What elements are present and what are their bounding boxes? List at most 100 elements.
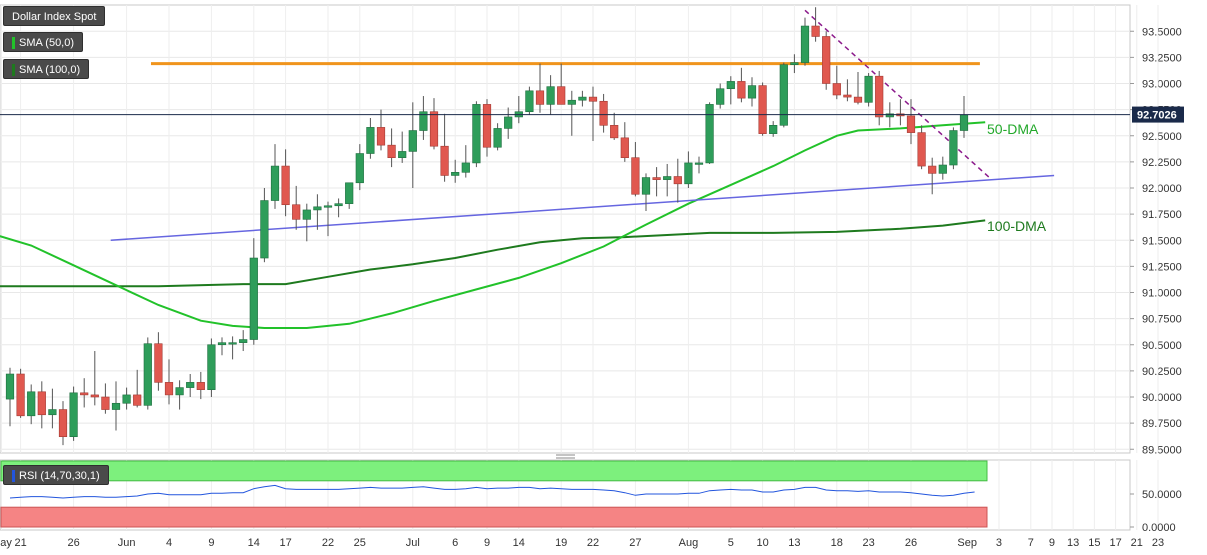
candle-body xyxy=(143,343,152,406)
current-price-tag xyxy=(1132,106,1184,123)
candle-body xyxy=(281,165,290,206)
candle-body xyxy=(790,62,799,65)
x-tick-label: 14 xyxy=(513,537,525,549)
rsi-line xyxy=(9,484,975,499)
candle-body xyxy=(694,162,704,165)
x-tick-label: 19 xyxy=(555,537,567,549)
x-tick-label: 13 xyxy=(1067,537,1079,549)
x-tick-label: 9 xyxy=(484,537,490,549)
candle-body xyxy=(652,177,661,180)
y-tick-label: 92.0000 xyxy=(1142,183,1182,195)
rsi-y-tick-label: 0.0000 xyxy=(1142,522,1176,534)
x-tick-label: 4 xyxy=(166,537,172,549)
legend-sma100[interactable]: SMA (100,0) xyxy=(3,59,90,79)
sma50-line xyxy=(0,121,986,329)
candle-body xyxy=(398,151,407,158)
candle-body xyxy=(663,176,672,180)
candle-body xyxy=(27,391,36,417)
candle-body xyxy=(440,145,449,176)
y-tick-label: 93.2500 xyxy=(1142,52,1182,64)
candle-body xyxy=(292,204,301,220)
candle-body xyxy=(302,209,311,220)
x-tick-label: 10 xyxy=(756,537,768,549)
candle-body xyxy=(917,132,926,167)
candle-body xyxy=(101,396,110,410)
x-tick-label: 5 xyxy=(728,537,734,549)
candle-body xyxy=(355,153,364,184)
candle-body xyxy=(376,127,386,146)
y-tick-label: 92.5000 xyxy=(1142,131,1182,143)
x-tick-label: May xyxy=(0,537,12,549)
rsi-label: RSI (14,70,30,1) xyxy=(19,470,100,482)
candle-body xyxy=(154,343,163,383)
x-tick-label: 17 xyxy=(279,537,291,549)
candle-body xyxy=(832,83,841,96)
x-tick-label: 27 xyxy=(629,537,641,549)
candle-body xyxy=(90,394,99,398)
candle-body xyxy=(535,90,545,105)
candle-body xyxy=(313,206,322,211)
x-tick-label: 22 xyxy=(587,537,599,549)
candle-body xyxy=(705,104,714,164)
x-tick-label: 25 xyxy=(354,537,366,549)
x-tick-label: 23 xyxy=(862,537,874,549)
candle-body xyxy=(122,394,131,404)
candle-body xyxy=(419,111,428,131)
candle-body xyxy=(37,391,46,416)
candle-body xyxy=(270,165,280,201)
rsi-label-box[interactable]: RSI (14,70,30,1) xyxy=(3,465,109,485)
candle-body xyxy=(779,64,788,126)
x-tick-label: 18 xyxy=(831,537,843,549)
candle-body xyxy=(525,90,534,113)
candle-body xyxy=(769,125,778,134)
x-tick-label: 21 xyxy=(14,537,26,549)
candle-body xyxy=(482,104,492,148)
rsi-oversold-zone xyxy=(0,506,988,528)
candle-body xyxy=(546,86,555,105)
candle-body xyxy=(906,115,916,133)
candle-body xyxy=(133,394,142,406)
candle-body xyxy=(800,25,810,63)
candle-body xyxy=(366,127,375,154)
x-tick-label: 6 xyxy=(452,537,458,549)
candle-body xyxy=(726,81,735,90)
y-tick-label: 92.2500 xyxy=(1142,157,1182,169)
candle-body xyxy=(5,373,15,400)
candle-body xyxy=(631,157,640,195)
candle-body xyxy=(567,99,576,105)
legend-sma100-swatch xyxy=(12,64,15,77)
candle-body xyxy=(843,94,852,98)
candle-body xyxy=(885,113,894,118)
candle-body xyxy=(429,111,439,147)
candle-body xyxy=(938,164,947,174)
x-tick-label: Aug xyxy=(679,537,699,549)
legend-sma50-swatch xyxy=(12,37,15,50)
candle-body xyxy=(48,409,57,416)
y-tick-label: 90.2500 xyxy=(1142,366,1182,378)
y-tick-label: 91.5000 xyxy=(1142,235,1182,247)
x-tick-label: 9 xyxy=(1049,537,1055,549)
candle-body xyxy=(196,382,205,390)
candle-body xyxy=(260,200,269,259)
candle-body xyxy=(472,104,481,164)
x-tick-label: 14 xyxy=(248,537,260,549)
candle-body xyxy=(822,36,831,84)
x-tick-label: Jul xyxy=(406,537,420,549)
x-tick-label: 21 xyxy=(1131,537,1143,549)
candle-body xyxy=(408,130,417,152)
candle-body xyxy=(80,392,89,396)
candle-body xyxy=(58,409,68,438)
candle-body xyxy=(504,116,513,129)
candle-body xyxy=(864,75,873,103)
y-tick-label: 93.5000 xyxy=(1142,26,1182,38)
sma50-annotation: 50-DMA xyxy=(987,121,1039,137)
candle-body xyxy=(323,205,333,208)
candle-body xyxy=(959,114,969,131)
candle-body xyxy=(387,144,396,158)
candle-body xyxy=(758,85,767,134)
candle-body xyxy=(186,382,195,388)
candle-body xyxy=(16,373,25,417)
candle-body xyxy=(684,162,693,185)
legend-sma50[interactable]: SMA (50,0) xyxy=(3,32,84,52)
